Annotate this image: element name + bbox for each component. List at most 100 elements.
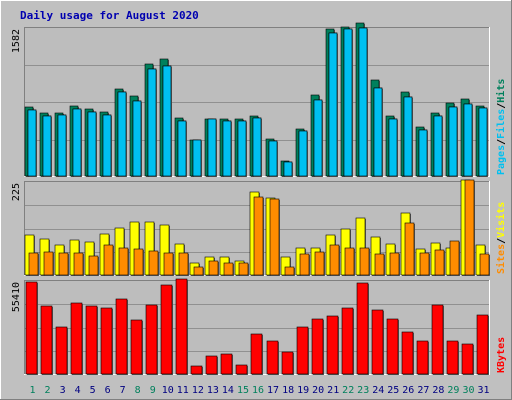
bar-pages-day-30 — [463, 103, 473, 177]
day-label-16: 16 — [252, 385, 264, 396]
bar-sites-day-10 — [163, 252, 174, 276]
bar-sites-day-31 — [479, 253, 490, 276]
bar-sites-day-25 — [389, 252, 400, 276]
bar-pages-day-9 — [147, 68, 157, 177]
legend-hits: Hits — [495, 79, 507, 103]
side-legend: KBytes — [496, 337, 507, 373]
day-label-29: 29 — [447, 385, 459, 396]
bar-kbytes-day-5 — [85, 305, 98, 375]
bar-kbytes-day-30 — [461, 343, 474, 375]
bar-kbytes-day-12 — [190, 365, 203, 375]
bar-pages-day-2 — [42, 115, 52, 177]
legend-visits: Visits — [495, 202, 507, 238]
bar-pages-day-13 — [207, 118, 217, 177]
bar-pages-day-25 — [388, 118, 398, 177]
bar-pages-day-3 — [57, 114, 67, 177]
bar-pages-day-10 — [162, 65, 172, 177]
panel-3: 55410 KBytes — [11, 278, 507, 375]
bar-pages-day-11 — [177, 120, 187, 177]
bar-pages-day-17 — [268, 140, 278, 177]
day-label-4: 4 — [75, 385, 81, 396]
bar-pages-day-27 — [418, 129, 428, 177]
bar-kbytes-day-19 — [296, 326, 309, 375]
bar-pages-day-22 — [343, 28, 353, 177]
day-label-11: 11 — [177, 385, 189, 396]
legend-sites: Sites — [495, 244, 507, 274]
bar-pages-day-12 — [192, 139, 202, 177]
bar-kbytes-day-20 — [311, 318, 324, 375]
bar-kbytes-day-24 — [371, 309, 384, 375]
bar-kbytes-day-1 — [25, 281, 38, 375]
y-max-label: 225 — [11, 183, 22, 201]
day-label-30: 30 — [462, 385, 474, 396]
side-legend: Sites/Visits — [495, 202, 507, 274]
bar-kbytes-day-8 — [130, 319, 143, 375]
bar-kbytes-day-14 — [220, 353, 233, 375]
legend-separator: / — [496, 139, 507, 145]
bar-pages-day-4 — [72, 108, 82, 177]
bar-sites-day-15 — [238, 262, 249, 276]
bar-pages-day-6 — [102, 114, 112, 177]
bar-pages-day-29 — [448, 106, 458, 177]
bar-pages-day-18 — [283, 161, 293, 177]
day-label-9: 9 — [150, 385, 156, 396]
bar-pages-day-8 — [132, 100, 142, 177]
bar-sites-day-4 — [73, 252, 84, 276]
bar-kbytes-day-11 — [175, 278, 188, 375]
panel-2: 225 Sites/Visits — [11, 179, 507, 276]
bar-sites-day-30 — [464, 179, 475, 276]
legend-separator: / — [496, 103, 507, 109]
legend-files: Files — [495, 109, 507, 139]
x-axis-day-labels: 1 2 3 4 5 6 7 8 9 10 11 12 13 14 15 16 17 18 19 20 21 22 23 24 2… — [29, 385, 489, 396]
chart-title: Daily usage for August 2020 — [20, 9, 199, 22]
bar-kbytes-day-29 — [446, 340, 459, 375]
day-label-20: 20 — [312, 385, 324, 396]
day-label-31: 31 — [477, 385, 489, 396]
side-legend: Pages/Files/Hits — [495, 79, 507, 175]
y-max-label: 1582 — [11, 29, 22, 53]
bar-kbytes-day-27 — [416, 340, 429, 375]
bar-kbytes-day-23 — [356, 282, 369, 375]
bar-sites-day-6 — [103, 244, 114, 276]
bar-sites-day-1 — [28, 252, 39, 276]
bar-kbytes-day-17 — [266, 340, 279, 375]
bar-sites-day-7 — [118, 247, 129, 276]
bar-kbytes-day-15 — [235, 364, 248, 375]
bar-kbytes-day-7 — [115, 298, 128, 375]
legend-separator: / — [496, 238, 507, 244]
day-label-10: 10 — [162, 385, 174, 396]
day-label-26: 26 — [402, 385, 414, 396]
bar-pages-day-1 — [27, 109, 37, 177]
day-label-22: 22 — [342, 385, 354, 396]
bar-kbytes-day-26 — [401, 331, 414, 375]
bar-sites-day-3 — [58, 252, 69, 276]
legend-pages: Pages — [496, 145, 507, 175]
bar-kbytes-day-2 — [40, 305, 53, 375]
bar-sites-day-17 — [269, 198, 280, 276]
bar-kbytes-day-18 — [281, 351, 294, 375]
series-kbytes — [25, 278, 489, 375]
day-label-18: 18 — [282, 385, 294, 396]
bar-pages-day-5 — [87, 111, 97, 177]
bar-sites-day-8 — [133, 248, 144, 276]
day-label-12: 12 — [192, 385, 204, 396]
bar-pages-day-24 — [373, 87, 383, 177]
bar-sites-day-13 — [208, 260, 219, 276]
bar-sites-day-23 — [359, 247, 370, 276]
bar-kbytes-day-21 — [326, 315, 339, 375]
bar-pages-day-26 — [403, 96, 413, 177]
bar-pages-day-19 — [298, 130, 308, 177]
day-label-7: 7 — [120, 385, 126, 396]
bar-kbytes-day-22 — [341, 307, 354, 375]
bar-kbytes-day-3 — [55, 326, 68, 375]
bar-sites-day-29 — [449, 240, 460, 276]
bar-pages-day-15 — [237, 120, 247, 177]
bar-kbytes-day-31 — [476, 314, 489, 375]
bar-sites-day-18 — [284, 266, 295, 276]
bar-sites-day-20 — [314, 251, 325, 276]
bar-kbytes-day-13 — [205, 355, 218, 375]
bar-kbytes-day-6 — [100, 307, 113, 375]
bar-pages-day-7 — [117, 91, 127, 177]
